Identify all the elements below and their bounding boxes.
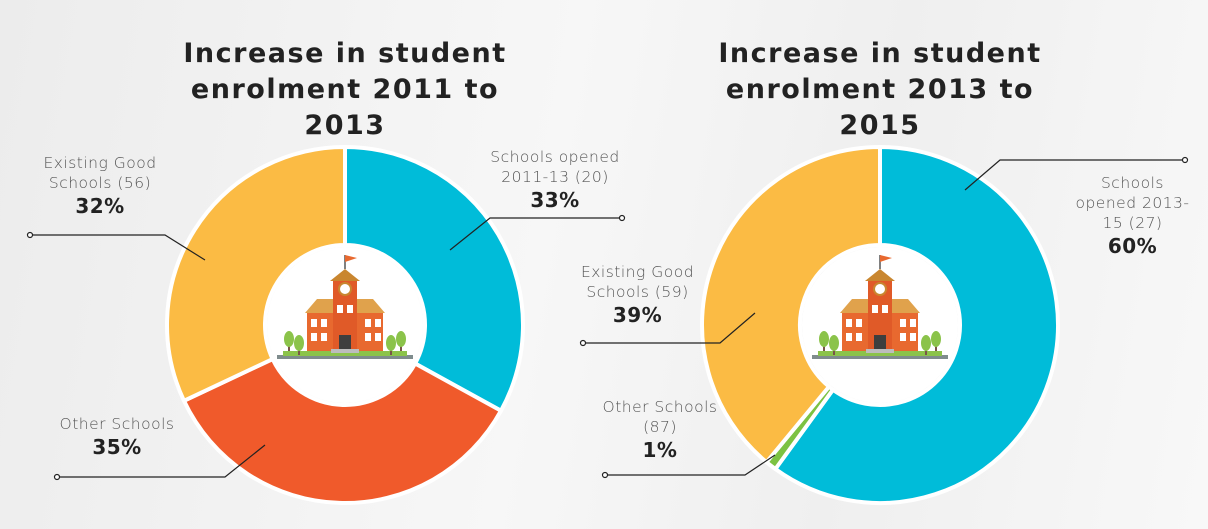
- leader-line: [449, 217, 622, 251]
- tree: [386, 335, 396, 351]
- window: [910, 319, 916, 327]
- school-icon: [277, 255, 413, 359]
- tower-roof: [865, 269, 895, 281]
- window: [311, 333, 317, 341]
- donut-segment: [165, 145, 347, 403]
- window: [347, 305, 353, 313]
- tower-roof: [330, 269, 360, 281]
- clock: [873, 282, 887, 296]
- donut-segment: [181, 357, 503, 505]
- category-label: Schools opened 2011-13 (20): [490, 148, 620, 186]
- tree: [396, 331, 406, 347]
- tree: [284, 331, 294, 347]
- leader-dot: [1181, 156, 1189, 164]
- window: [375, 319, 381, 327]
- data-label: Schools opened 2013-15 (27) 60%: [1070, 173, 1195, 259]
- window: [321, 333, 327, 341]
- leader-dot: [53, 473, 61, 481]
- door: [874, 335, 886, 351]
- leader-line: [30, 234, 206, 261]
- data-label: Existing Good Schools (56) 32%: [30, 153, 170, 219]
- leader-dot: [618, 214, 626, 222]
- window: [856, 319, 862, 327]
- chart-title: Increase in student enrolment 2011 to 20…: [183, 38, 507, 141]
- value-label: 35%: [92, 435, 142, 459]
- window: [365, 319, 371, 327]
- door: [339, 335, 351, 351]
- window: [856, 333, 862, 341]
- steps: [331, 349, 359, 353]
- donut-segment: [773, 145, 1060, 505]
- tree: [931, 331, 941, 347]
- ground: [277, 355, 413, 359]
- data-label: Existing Good Schools (59) 39%: [555, 262, 720, 328]
- ground: [812, 355, 948, 359]
- leader-line: [605, 454, 776, 476]
- flag: [880, 255, 892, 262]
- category-label: Existing Good Schools (56): [43, 154, 157, 192]
- category-label: Schools opened 2013-15 (27): [1075, 174, 1190, 232]
- tree: [921, 335, 931, 351]
- value-label: 39%: [612, 303, 663, 327]
- leader-dot: [601, 471, 609, 479]
- clock: [338, 282, 352, 296]
- data-label: Other Schools (87) 1%: [600, 397, 720, 463]
- leader-line: [57, 444, 266, 478]
- window: [900, 319, 906, 327]
- window: [375, 333, 381, 341]
- window: [337, 305, 343, 313]
- value-label: 1%: [642, 438, 678, 462]
- leader-line: [964, 159, 1185, 191]
- window: [910, 333, 916, 341]
- value-label: 32%: [75, 194, 125, 218]
- donut-segment: [700, 145, 882, 465]
- category-label: Existing Good Schools (59): [580, 263, 695, 301]
- data-label: Schools opened 2011-13 (20) 33%: [485, 147, 625, 213]
- leader-dot: [579, 339, 587, 347]
- value-label: 60%: [1107, 234, 1158, 258]
- data-label: Other Schools 35%: [47, 414, 187, 460]
- leader-dot: [26, 231, 34, 239]
- steps: [866, 349, 894, 353]
- flag: [345, 255, 357, 262]
- category-label: Other Schools (87): [602, 398, 718, 436]
- grass: [283, 351, 407, 356]
- window: [872, 305, 878, 313]
- category-label: Other Schools: [59, 415, 175, 433]
- school-icon: [812, 255, 948, 359]
- tree: [829, 335, 839, 351]
- window: [846, 333, 852, 341]
- tree: [294, 335, 304, 351]
- value-label: 33%: [530, 188, 580, 212]
- window: [900, 333, 906, 341]
- window: [321, 319, 327, 327]
- leader-line: [583, 312, 756, 344]
- grass: [818, 351, 942, 356]
- window: [311, 319, 317, 327]
- donut-segment: [343, 145, 525, 413]
- window: [882, 305, 888, 313]
- window: [365, 333, 371, 341]
- chart-title: Increase in student enrolment 2013 to 20…: [718, 38, 1042, 141]
- window: [846, 319, 852, 327]
- tree: [819, 331, 829, 347]
